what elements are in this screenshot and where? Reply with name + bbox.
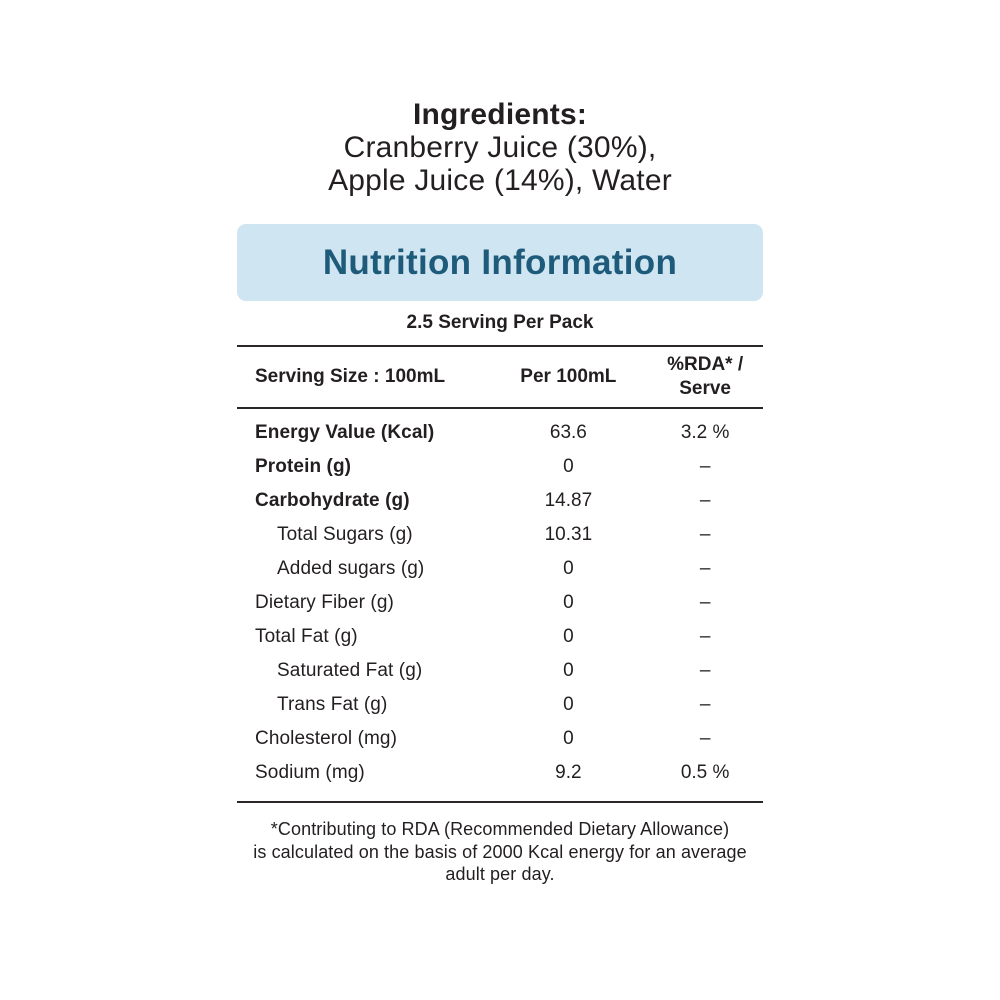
table-row-cholesterol: Cholesterol (mg) 0 –	[237, 722, 763, 756]
row-value: 10.31	[544, 524, 593, 545]
row-rda: –	[699, 728, 711, 749]
row-rda: –	[699, 626, 711, 647]
table-row-dietary-fiber: Dietary Fiber (g) 0 –	[237, 586, 763, 620]
row-label: Cholesterol (mg)	[255, 728, 398, 749]
ingredients-block: Ingredients: Cranberry Juice (30%), Appl…	[0, 98, 1000, 197]
row-rda: –	[699, 660, 711, 681]
row-value: 9.2	[555, 762, 582, 783]
row-rda: 3.2 %	[680, 422, 730, 443]
row-label: Protein (g)	[255, 456, 352, 477]
header-rda-per-serve: %RDA* / Serve	[667, 354, 744, 399]
row-rda: –	[699, 456, 711, 477]
table-row-added-sugars: Added sugars (g) 0 –	[237, 552, 763, 586]
row-value: 0	[563, 558, 574, 579]
ingredients-line-2: Apple Juice (14%), Water	[328, 164, 672, 197]
row-rda: –	[699, 694, 711, 715]
table-row-total-sugars: Total Sugars (g) 10.31 –	[237, 518, 763, 552]
nutrition-information-title: Nutrition Information	[322, 242, 678, 282]
row-value: 0	[563, 660, 574, 681]
row-rda: –	[699, 558, 711, 579]
row-label: Sodium (mg)	[255, 762, 365, 783]
row-label: Dietary Fiber (g)	[255, 592, 394, 613]
header-serving-size: Serving Size : 100mL	[255, 366, 446, 387]
row-value: 0	[563, 694, 574, 715]
row-label: Carbohydrate (g)	[255, 490, 410, 511]
table-row-protein: Protein (g) 0 –	[237, 450, 763, 484]
row-label: Energy Value (Kcal)	[255, 422, 435, 443]
table-row-trans-fat: Trans Fat (g) 0 –	[237, 688, 763, 722]
row-value: 0	[563, 456, 574, 477]
serving-per-pack: 2.5 Serving Per Pack	[237, 301, 763, 347]
table-row-saturated-fat: Saturated Fat (g) 0 –	[237, 654, 763, 688]
row-value: 0	[563, 592, 574, 613]
nutrition-table: 2.5 Serving Per Pack Serving Size : 100m…	[237, 301, 763, 803]
header-per-100ml: Per 100mL	[520, 366, 617, 387]
rda-footnote: *Contributing to RDA (Recommended Dietar…	[253, 819, 747, 884]
ingredients-title: Ingredients:	[412, 98, 588, 131]
row-label: Trans Fat (g)	[277, 694, 388, 715]
nutrition-information-banner: Nutrition Information	[237, 224, 763, 301]
row-rda: 0.5 %	[680, 762, 730, 783]
row-value: 0	[563, 728, 574, 749]
row-label: Total Fat (g)	[255, 626, 358, 647]
row-rda: –	[699, 592, 711, 613]
row-rda: –	[699, 524, 711, 545]
ingredients-line-1: Cranberry Juice (30%),	[343, 131, 657, 164]
row-value: 14.87	[544, 490, 593, 511]
row-label: Saturated Fat (g)	[277, 660, 423, 681]
row-value: 0	[563, 626, 574, 647]
row-label: Total Sugars (g)	[277, 524, 413, 545]
table-row-sodium: Sodium (mg) 9.2 0.5 %	[237, 756, 763, 790]
row-value: 63.6	[549, 422, 587, 443]
table-row-carbohydrate: Carbohydrate (g) 14.87 –	[237, 484, 763, 518]
table-row-total-fat: Total Fat (g) 0 –	[237, 620, 763, 654]
row-label: Added sugars (g)	[277, 558, 425, 579]
table-row-energy: Energy Value (Kcal) 63.6 3.2 %	[237, 416, 763, 450]
table-body: Energy Value (Kcal) 63.6 3.2 % Protein (…	[237, 409, 763, 803]
table-header-row: Serving Size : 100mL Per 100mL %RDA* / S…	[237, 347, 763, 409]
row-rda: –	[699, 490, 711, 511]
